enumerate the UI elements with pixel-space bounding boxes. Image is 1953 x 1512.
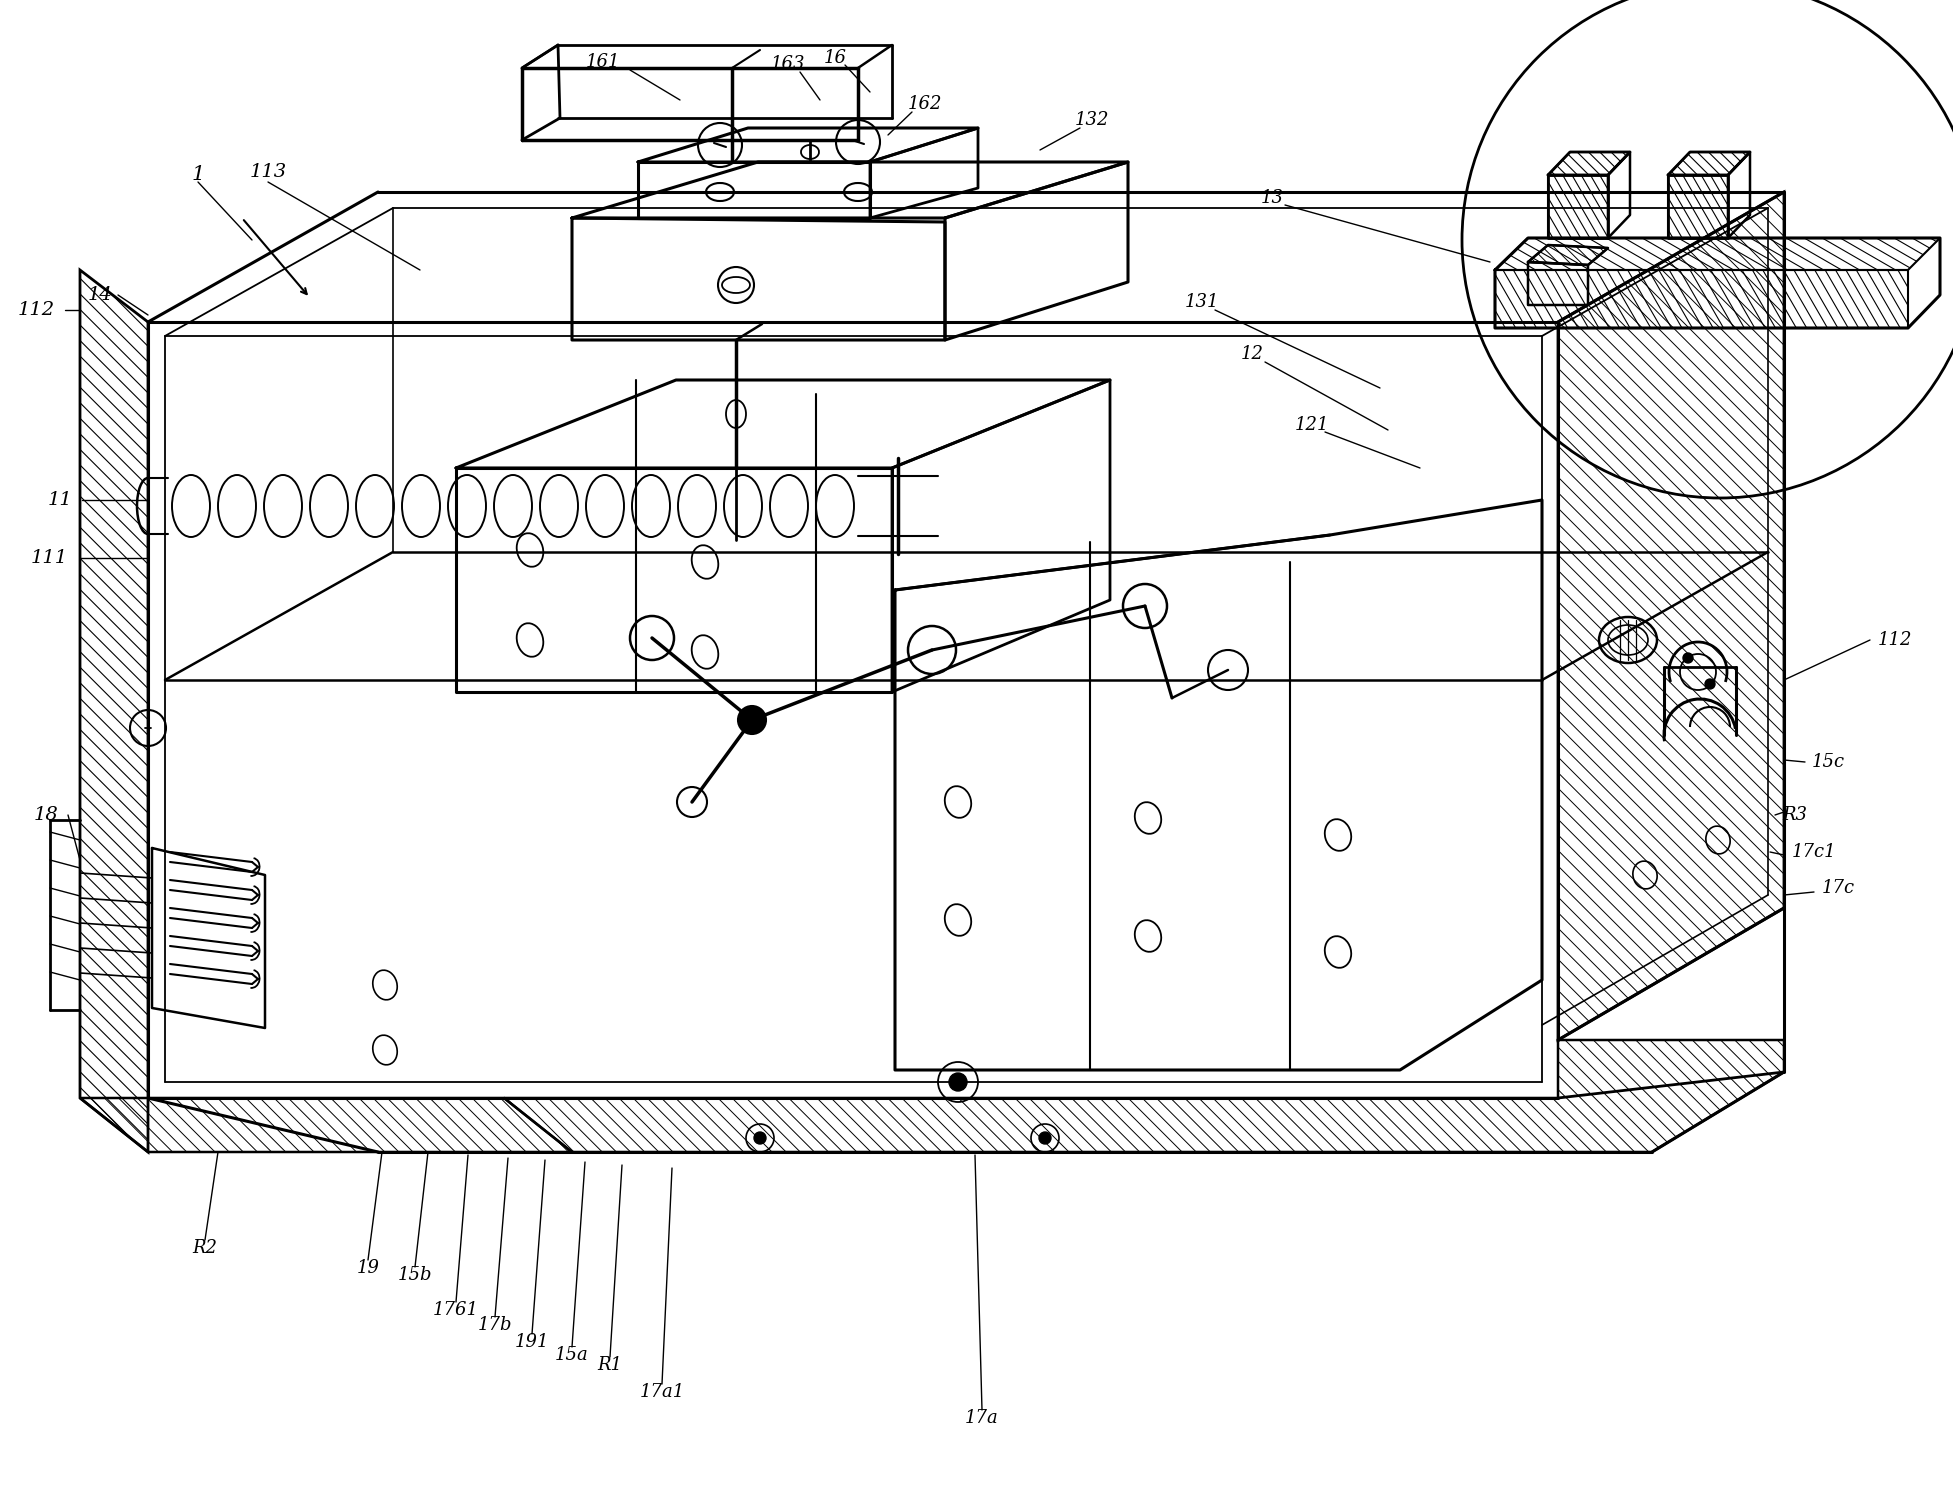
Circle shape bbox=[1039, 1132, 1051, 1145]
Text: 131: 131 bbox=[1185, 293, 1219, 311]
Text: 113: 113 bbox=[250, 163, 287, 181]
Text: 112: 112 bbox=[18, 301, 55, 319]
Text: 18: 18 bbox=[33, 806, 59, 824]
Text: 1761: 1761 bbox=[434, 1300, 478, 1318]
Text: 15b: 15b bbox=[398, 1266, 432, 1284]
Circle shape bbox=[754, 1132, 766, 1145]
Text: 163: 163 bbox=[771, 54, 805, 73]
Text: 17a1: 17a1 bbox=[639, 1383, 686, 1402]
Text: 17c: 17c bbox=[1822, 878, 1855, 897]
Text: 17b: 17b bbox=[478, 1315, 512, 1334]
Text: 112: 112 bbox=[1879, 631, 1912, 649]
Text: R1: R1 bbox=[598, 1356, 623, 1374]
Text: 11: 11 bbox=[47, 491, 72, 510]
Text: 161: 161 bbox=[586, 53, 619, 71]
Text: 121: 121 bbox=[1295, 416, 1330, 434]
Circle shape bbox=[1683, 653, 1693, 662]
Text: 1: 1 bbox=[191, 165, 205, 184]
Text: 19: 19 bbox=[357, 1259, 379, 1278]
Text: 15c: 15c bbox=[1812, 753, 1846, 771]
Text: 16: 16 bbox=[824, 48, 846, 67]
Text: 14: 14 bbox=[88, 286, 113, 304]
Text: 162: 162 bbox=[908, 95, 941, 113]
Circle shape bbox=[1705, 679, 1715, 689]
Text: 17a: 17a bbox=[965, 1409, 998, 1427]
Text: 17c1: 17c1 bbox=[1793, 844, 1836, 860]
Circle shape bbox=[738, 706, 766, 733]
Text: 132: 132 bbox=[1074, 110, 1109, 129]
Text: 191: 191 bbox=[516, 1334, 549, 1352]
Text: 15a: 15a bbox=[555, 1346, 590, 1364]
Text: R3: R3 bbox=[1781, 806, 1807, 824]
Text: 13: 13 bbox=[1260, 189, 1283, 207]
Text: 111: 111 bbox=[31, 549, 68, 567]
Text: R2: R2 bbox=[193, 1238, 217, 1256]
Circle shape bbox=[949, 1074, 967, 1092]
Text: 12: 12 bbox=[1240, 345, 1264, 363]
